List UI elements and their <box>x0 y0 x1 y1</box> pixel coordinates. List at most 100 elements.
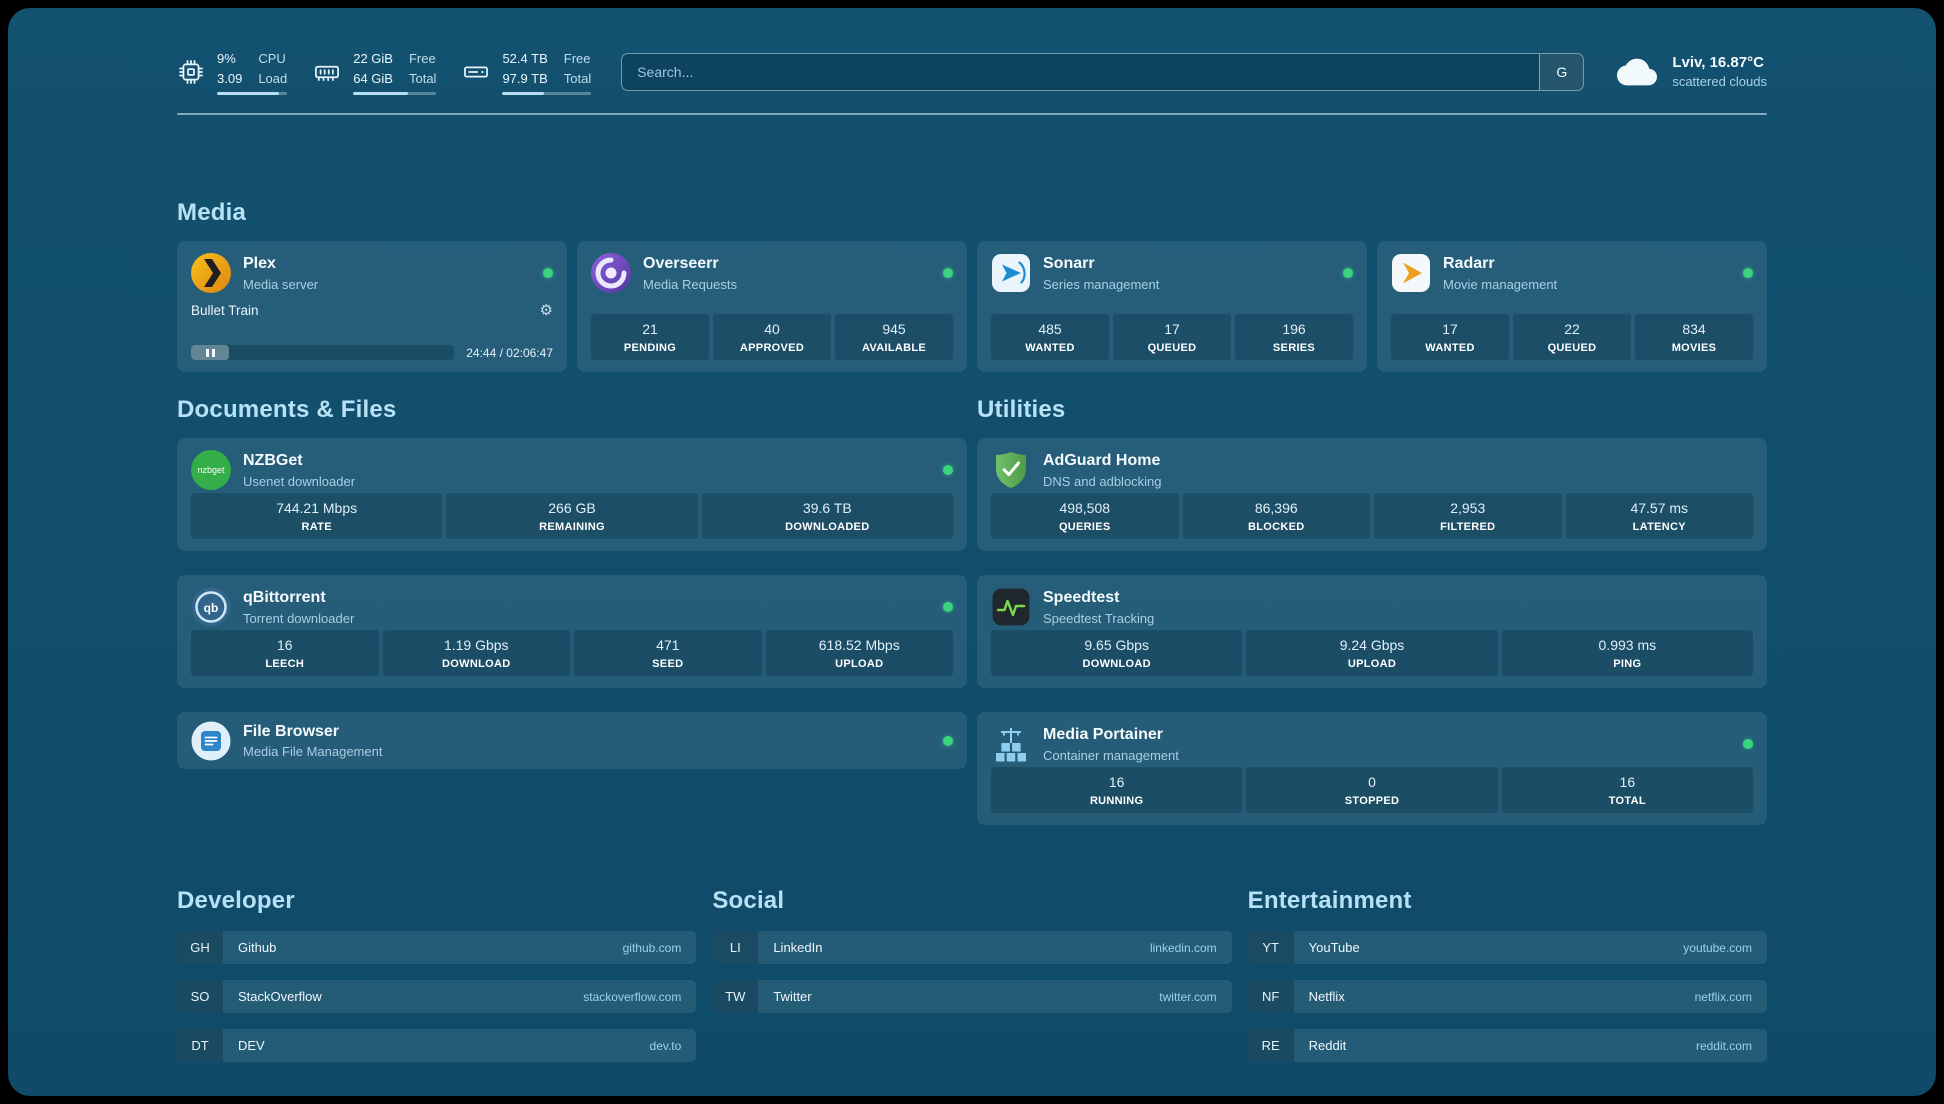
bookmark-reddit[interactable]: RE Reddit reddit.com <box>1247 1029 1767 1062</box>
status-dot <box>1343 268 1353 278</box>
memory-total-value: 64 GiB <box>353 70 393 86</box>
bookmark-netflix[interactable]: NF Netflix netflix.com <box>1247 980 1767 1013</box>
weather-widget[interactable]: Lviv, 16.87°C scattered clouds <box>1614 52 1767 92</box>
cpu-usage-bar <box>217 92 288 95</box>
service-name: Radarr <box>1443 255 1495 273</box>
pause-icon[interactable] <box>204 345 216 360</box>
sonarr-icon <box>991 253 1031 293</box>
section-title-utilities: Utilities <box>977 396 1066 423</box>
memory-free-value: 22 GiB <box>353 51 393 66</box>
service-card-adguard[interactable]: AdGuard Home DNS and adblocking 498,508 … <box>977 438 1767 551</box>
service-card-portainer[interactable]: Media Portainer Container management 16 … <box>977 712 1767 825</box>
top-bar: 9% 3.09 CPU Load <box>177 45 1767 99</box>
service-card-overseerr[interactable]: Overseerr Media Requests 21 PENDING 40 A… <box>577 241 967 372</box>
bookmark-url: reddit.com <box>1695 1038 1752 1053</box>
service-name: Overseerr <box>643 255 719 273</box>
service-desc: Usenet downloader <box>243 473 356 489</box>
status-dot <box>943 602 953 612</box>
stat-wanted: 17 WANTED <box>1391 314 1509 360</box>
stat-filtered: 2,953 FILTERED <box>1374 493 1562 539</box>
service-desc: Media File Management <box>243 744 383 760</box>
section-documents-files: Documents & Files nzbget NZBGet U <box>177 396 967 769</box>
stat-stopped: 0 STOPPED <box>1246 767 1498 813</box>
service-card-nzbget[interactable]: nzbget NZBGet Usenet downloader 744.21 M… <box>177 438 967 551</box>
stat-remaining: 266 GB REMAINING <box>446 493 698 539</box>
stat-latency: 47.57 ms LATENCY <box>1565 493 1753 539</box>
stat-approved: 40 APPROVED <box>713 314 831 360</box>
stat-available: 945 AVAILABLE <box>835 314 953 360</box>
stat-rate: 744.21 Mbps RATE <box>191 493 443 539</box>
stat-movies: 834 MOVIES <box>1635 314 1753 360</box>
stat-upload: 9.24 Gbps UPLOAD <box>1246 630 1498 676</box>
disk-usage-bar <box>502 92 592 95</box>
stat-download: 1.19 Gbps DOWNLOAD <box>382 630 570 676</box>
bookmark-abbr: RE <box>1247 1029 1294 1062</box>
cpu-usage-label: CPU <box>258 51 286 66</box>
bookmark-abbr: NF <box>1247 980 1294 1013</box>
stat-downloaded: 39.6 TB DOWNLOADED <box>701 493 953 539</box>
service-card-plex[interactable]: Plex Media server Bullet Train ⚙ 24:4 <box>177 241 567 372</box>
bookmark-stackoverflow[interactable]: SO StackOverflow stackoverflow.com <box>177 980 697 1013</box>
search-provider-button[interactable]: G <box>1539 54 1584 90</box>
section-media: Media Plex <box>177 199 1767 372</box>
stat-queued: 22 QUEUED <box>1513 314 1631 360</box>
stat-leech: 16 LEECH <box>191 630 379 676</box>
service-name: NZBGet <box>243 452 303 470</box>
status-dot <box>1743 739 1753 749</box>
service-desc: Torrent downloader <box>243 610 355 626</box>
memory-usage-bar <box>353 92 437 95</box>
bookmarks-group-entertainment: Entertainment YT YouTube youtube.com NF … <box>1247 887 1767 1062</box>
service-card-radarr[interactable]: Radarr Movie management 17 WANTED 22 QUE… <box>1377 241 1767 372</box>
stat-total: 16 TOTAL <box>1501 767 1753 813</box>
stat-series: 196 SERIES <box>1235 314 1353 360</box>
cpu-usage-value: 9% <box>217 51 236 66</box>
nzbget-icon: nzbget <box>191 450 231 490</box>
svg-text:qb: qb <box>204 601 219 615</box>
status-dot <box>943 735 953 746</box>
bookmark-github[interactable]: GH Github github.com <box>177 931 697 964</box>
memory-icon <box>313 57 343 87</box>
bookmark-dev[interactable]: DT DEV dev.to <box>177 1029 697 1062</box>
service-name: Media Portainer <box>1043 726 1164 744</box>
bookmark-abbr: DT <box>177 1029 223 1062</box>
weather-location: Lviv, 16.87°C <box>1672 54 1764 72</box>
bookmark-linkedin[interactable]: LI LinkedIn linkedin.com <box>712 931 1232 964</box>
service-name: File Browser <box>243 722 340 740</box>
bookmark-twitter[interactable]: TW Twitter twitter.com <box>712 980 1232 1013</box>
section-title-social: Social <box>712 887 785 914</box>
overseerr-icon <box>591 253 631 293</box>
disk-free-value: 52.4 TB <box>502 51 548 66</box>
section-title-documents: Documents & Files <box>177 396 397 423</box>
service-card-qbittorrent[interactable]: qb qBittorrent Torrent downloader 16 LEE… <box>177 575 967 688</box>
cpu-load-value: 3.09 <box>217 70 243 86</box>
disk-total-label: Total <box>563 70 592 86</box>
memory-total-label: Total <box>408 70 437 86</box>
cloud-icon <box>1614 52 1660 92</box>
bookmark-youtube[interactable]: YT YouTube youtube.com <box>1247 931 1767 964</box>
service-card-sonarr[interactable]: Sonarr Series management 485 WANTED 17 Q… <box>977 241 1367 372</box>
service-name: Sonarr <box>1043 255 1095 273</box>
section-title-media: Media <box>177 199 247 226</box>
filebrowser-icon <box>191 721 231 761</box>
gear-icon[interactable]: ⚙ <box>539 302 553 319</box>
stat-download: 9.65 Gbps DOWNLOAD <box>991 630 1243 676</box>
search-input[interactable] <box>622 54 1540 90</box>
dashboard: 9% 3.09 CPU Load <box>8 8 1936 1096</box>
svg-text:nzbget: nzbget <box>197 465 225 475</box>
disk-icon <box>462 57 492 87</box>
service-card-filebrowser[interactable]: File Browser Media File Management <box>177 712 967 769</box>
service-desc: Series management <box>1043 276 1160 292</box>
cpu-icon <box>177 57 207 87</box>
memory-widget: 22 GiB 64 GiB Free Total <box>313 49 437 95</box>
radarr-icon <box>1391 253 1431 293</box>
service-card-speedtest[interactable]: Speedtest Speedtest Tracking 9.65 Gbps D… <box>977 575 1767 688</box>
qbittorrent-icon: qb <box>191 587 231 627</box>
bookmark-url: github.com <box>622 940 682 955</box>
status-dot <box>943 268 953 278</box>
service-desc: Speedtest Tracking <box>1043 610 1155 626</box>
bookmark-name: StackOverflow <box>238 989 322 1004</box>
resource-widgets: 9% 3.09 CPU Load <box>177 49 592 95</box>
bookmark-url: stackoverflow.com <box>583 989 682 1004</box>
stat-seed: 471 SEED <box>574 630 762 676</box>
playback-progress-bar[interactable] <box>191 345 455 360</box>
